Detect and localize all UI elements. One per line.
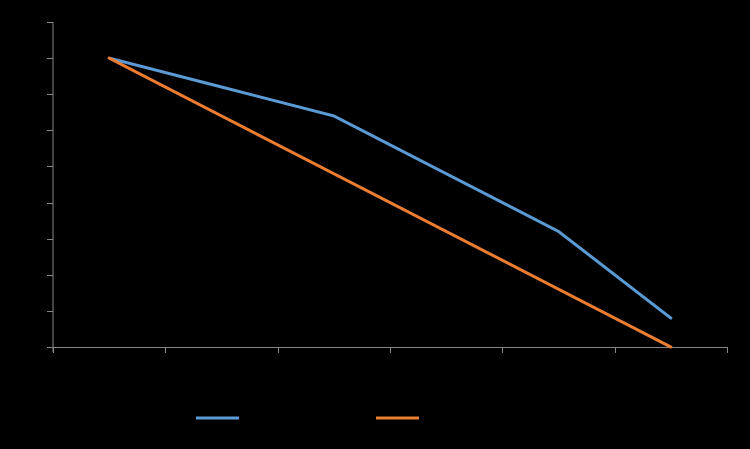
legend: Actual Ideal [196, 411, 451, 425]
x-tick-label: 1 [106, 358, 113, 372]
y-tick-label: 60 [30, 124, 44, 138]
y-tick-label: 40 [30, 197, 44, 211]
y-tick-label: 0 [36, 341, 43, 355]
x-tick-label: 5 [555, 358, 562, 372]
x-tick-label: 2 [218, 358, 225, 372]
y-tick-label: 20 [30, 269, 44, 283]
x-tick-label: 3 [330, 358, 337, 372]
y-axis: 0 10 20 30 40 50 60 70 80 90 [30, 16, 54, 355]
legend-label-1: Actual [245, 411, 278, 425]
x-tick-label: 4 [443, 358, 450, 372]
x-tick-label: 6 [667, 358, 674, 372]
series-lines [107, 56, 673, 349]
y-tick-label: 10 [30, 305, 44, 319]
series-line-1 [107, 56, 673, 320]
legend-label-2: Ideal [425, 411, 451, 425]
y-tick-label: 70 [30, 88, 44, 102]
y-tick-label: 90 [30, 16, 44, 30]
x-axis: 1 2 3 4 5 6 [47, 347, 728, 372]
y-tick-label: 30 [30, 233, 44, 247]
series-line-2 [107, 56, 673, 349]
y-tick-label: 80 [30, 52, 44, 66]
y-tick-label: 50 [30, 160, 44, 174]
